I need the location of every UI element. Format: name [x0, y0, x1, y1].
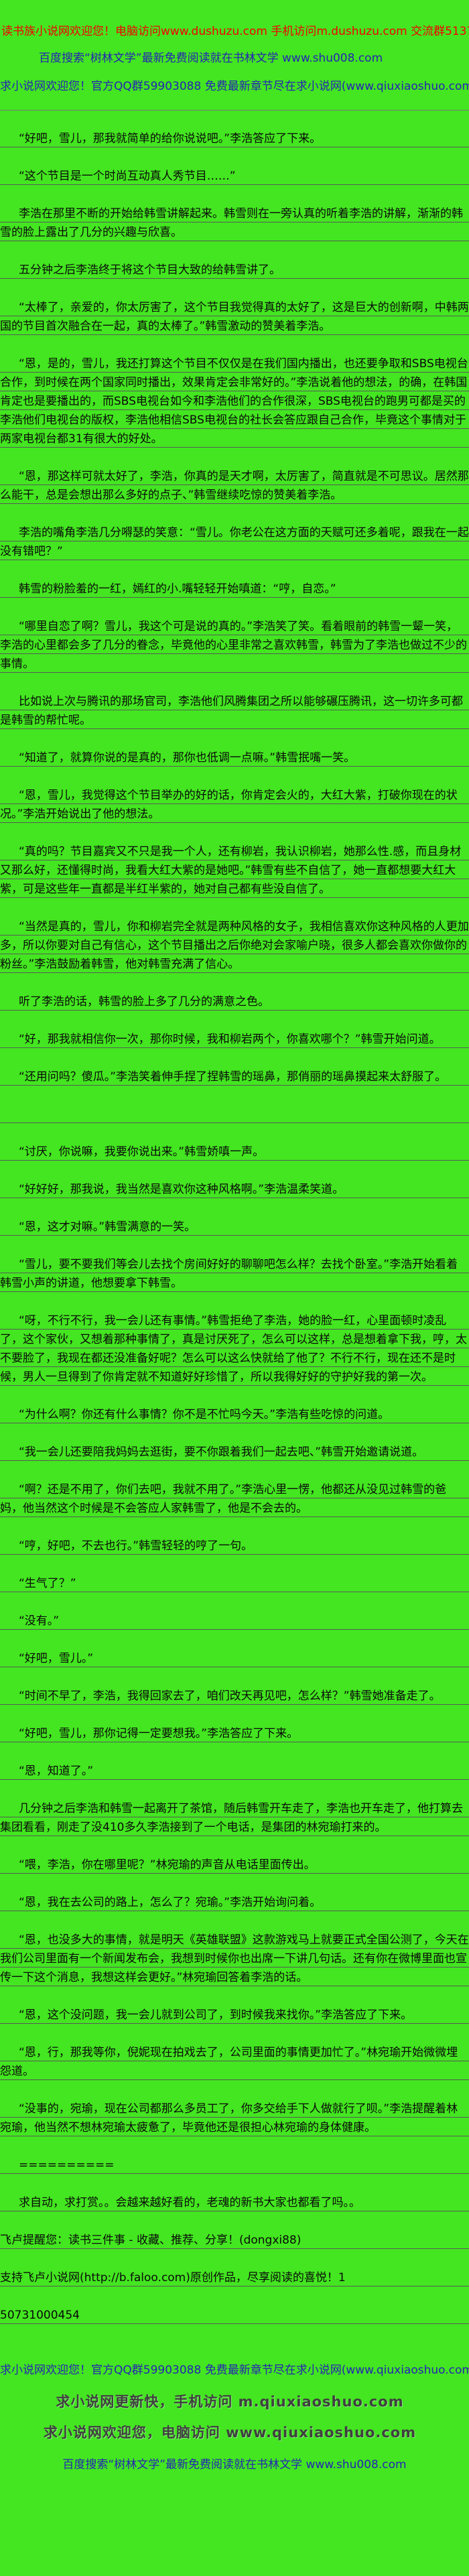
header-separator: [0, 110, 469, 111]
novel-paragraph: “恩，这才对嘛。”韩雪满意的一笑。: [0, 1218, 469, 1236]
novel-paragraph: “好好好，那我说，我当然是喜欢你这种风格啊。”李浩温柔笑道。: [0, 1180, 469, 1199]
novel-paragraph: “好吧，雪儿。”: [0, 1649, 469, 1668]
novel-paragraph: “喂，李浩，你在哪里呢？”林宛瑜的声音从电话里面传出。: [0, 1856, 469, 1874]
footer-shulin-notice: 百度搜索“树林文学”最新免费阅读就在书林文学 www.shu008.com: [62, 2458, 407, 2471]
novel-paragraph: “好吧，雪儿，那我就简单的给你说说吧。”李浩答应了下来。: [0, 129, 469, 148]
novel-paragraph: “知道了，就算你说的是真的，那你也低调一点嘛。”韩雪抿嘴一笑。: [0, 749, 469, 767]
header-qiuxiaoshuo-notice: 求小说网欢迎您！官方QQ群59903088 免费最新章节尽在求小说网(www.q…: [0, 80, 469, 93]
blank-rule-line: [0, 1105, 469, 1124]
novel-paragraph: “没有。”: [0, 1612, 469, 1630]
novel-paragraph: “为什么啊？你还有什么事情？你不是不忙吗今天。”李浩有些吃惊的问道。: [0, 1405, 469, 1424]
footer-mobile-url: 求小说网更新快，手机访问 m.qiuxiaoshuo.com: [56, 2394, 404, 2410]
novel-paragraph: “真的吗？节目嘉宾又不只是我一个人，还有柳岩，我认识柳岩，她那么性.感，而且身材…: [0, 842, 469, 899]
header-shulin-notice: 百度搜索“树林文学”最新免费阅读就在书林文学 www.shu008.com: [39, 52, 383, 65]
novel-paragraph: “还用问吗？傻瓜。”李浩笑着伸手捏了捏韩雪的瑶鼻，那俏丽的瑶鼻摸起来太舒服了。: [0, 1068, 469, 1086]
novel-paragraph: 五分钟之后李浩终于将这个节目大致的给韩雪讲了。: [0, 261, 469, 279]
novel-paragraph: 支持飞卢小说网(http://b.faloo.com)原创作品，尽享阅读的喜悦！…: [0, 2268, 469, 2287]
novel-paragraph: 李浩的嘴角李浩几分嘚瑟的笑意：“雪儿。你老公在这方面的天赋可还多着呢，跟我在一起…: [0, 523, 469, 561]
novel-paragraph: “太棒了，亲爱的，你太厉害了，这个节目我觉得真的太好了，这是巨大的创新啊，中韩两…: [0, 298, 469, 336]
novel-paragraph: “好吧，雪儿，那你记得一定要想我。”李浩答应了下来。: [0, 1724, 469, 1743]
novel-paragraph: “时间不早了，李浩，我得回家去了，咱们改天再见吧，怎么样？”韩雪她准备走了。: [0, 1687, 469, 1705]
novel-paragraph: “生气了？”: [0, 1574, 469, 1593]
novel-paragraph: “啊？还是不用了，你们去吧，我就不用了。”李浩心里一愣，他都还从没见过韩雪的爸妈…: [0, 1480, 469, 1518]
novel-paragraph: 韩雪的粉脸羞的一红，嫣红的小.嘴轻轻开始嗔道：“哼，自恋。”: [0, 580, 469, 598]
novel-paragraph: “恩，我在去公司的路上，怎么了？宛瑜。”李浩开始询问着。: [0, 1893, 469, 1912]
novel-paragraph: “好，那我就相信你一次，那你时候，我和柳岩两个，你喜欢哪个？”韩雪开始问道。: [0, 1030, 469, 1049]
novel-paragraph: “恩，那这样可就太好了，李浩，你真的是天才啊，太厉害了，简直就是不可思议。居然那…: [0, 467, 469, 505]
novel-paragraph: 飞卢提醒您：读书三件事 - 收藏、推荐、分享！(dongxi88): [0, 2231, 469, 2250]
novel-paragraph: “恩，是的，雪儿，我还打算这个节目不仅仅是在我们国内播出，也还要争取和SBS电视…: [0, 355, 469, 448]
novel-paragraph: 求自动，求打赏。。会越来越好看的，老魂的新书大家也都看了吗。。: [0, 2193, 469, 2212]
novel-paragraph: “讨厌，你说嘛，我要你说出来。”韩雪娇嗔一声。: [0, 1143, 469, 1161]
header-dushuzu-notice: 读书族小说网欢迎您！电脑访问www.dushuzu.com 手机访问m.dush…: [1, 25, 469, 38]
footer-pc-url: 求小说网欢迎您，电脑访问 www.qiuxiaoshuo.com: [43, 2425, 417, 2441]
novel-paragraph: ==========: [0, 2156, 469, 2175]
page: 读书族小说网欢迎您！电脑访问www.dushuzu.com 手机访问m.dush…: [0, 23, 469, 2475]
novel-paragraph: “恩，这个没问题，我一会儿就到公司了，到时候我来找你。”李浩答应了下来。: [0, 2006, 469, 2024]
novel-paragraph: “呀，不行不行，我一会儿还有事情。”韩雪拒绝了李浩，她的脸一红，心里面顿时凌乱了…: [0, 1311, 469, 1387]
novel-paragraph: “恩，雪儿，我觉得这个节目举办的好的话，你肯定会火的，大红大紫，打破你现在的状况…: [0, 786, 469, 824]
novel-paragraph: “恩，知道了。”: [0, 1762, 469, 1781]
novel-paragraph: “哼，好吧，不去也行。”韩雪轻轻的哼了一句。: [0, 1537, 469, 1555]
novel-paragraph: 比如说上次与腾讯的那场官司，李浩他们风腾集团之所以能够碾压腾讯，这一切许多可都是…: [0, 692, 469, 730]
novel-paragraph: “当然是真的，雪儿，你和柳岩完全就是两种风格的女子，我相信喜欢你这种风格的人更加…: [0, 917, 469, 974]
novel-paragraph: 李浩在那里不断的开始给韩雪讲解起来。韩雪则在一旁认真的听着李浩的讲解，渐渐的韩雪…: [0, 204, 469, 242]
novel-paragraph: 听了李浩的话，韩雪的脸上多了几分的满意之色。: [0, 992, 469, 1011]
novel-paragraph: “恩，也没多大的事情，就是明天《英雄联盟》这款游戏马上就要正式全国公测了，今天在…: [0, 1931, 469, 1987]
novel-paragraph: “没事的，宛瑜，现在公司都那么多员工了，你多交给手下人做就行了呗。”李浩提醒着林…: [0, 2100, 469, 2137]
novel-paragraph: “恩，行，那我等你，倪妮现在拍戏去了，公司里面的事情更加忙了。”林宛瑜开始微微埋…: [0, 2043, 469, 2081]
page-footer: 求小说网欢迎您！官方QQ群59903088 免费最新章节尽在求小说网(www.q…: [0, 2361, 469, 2475]
novel-paragraph: 几分钟之后李浩和韩雪一起离开了茶馆，随后韩雪开车走了，李浩也开车走了，他打算去集…: [0, 1799, 469, 1837]
chapter-body: “好吧，雪儿，那我就简单的给你说说吧。”李浩答应了下来。 “这个节目是一个时尚互动…: [0, 129, 469, 2325]
novel-paragraph: “哪里自恋了啊？雪儿，我这个可是说的真的。”李浩笑了笑。看着眼前的韩雪一颦一笑，…: [0, 617, 469, 673]
novel-paragraph: “这个节目是一个时尚互动真人秀节目……”: [0, 167, 469, 186]
novel-paragraph: “雪儿，要不要我们等会儿去找个房间好好的聊聊吧怎么样？去找个卧室。”李浩开始看着…: [0, 1255, 469, 1293]
footer-qiuxiaoshuo-notice: 求小说网欢迎您！官方QQ群59903088 免费最新章节尽在求小说网(www.q…: [0, 2364, 469, 2377]
novel-paragraph: “我一会儿还要陪我妈妈去逛街，要不你跟着我们一起去吧、”韩雪开始邀请说道。: [0, 1443, 469, 1462]
novel-paragraph: 50731000454: [0, 2306, 469, 2325]
